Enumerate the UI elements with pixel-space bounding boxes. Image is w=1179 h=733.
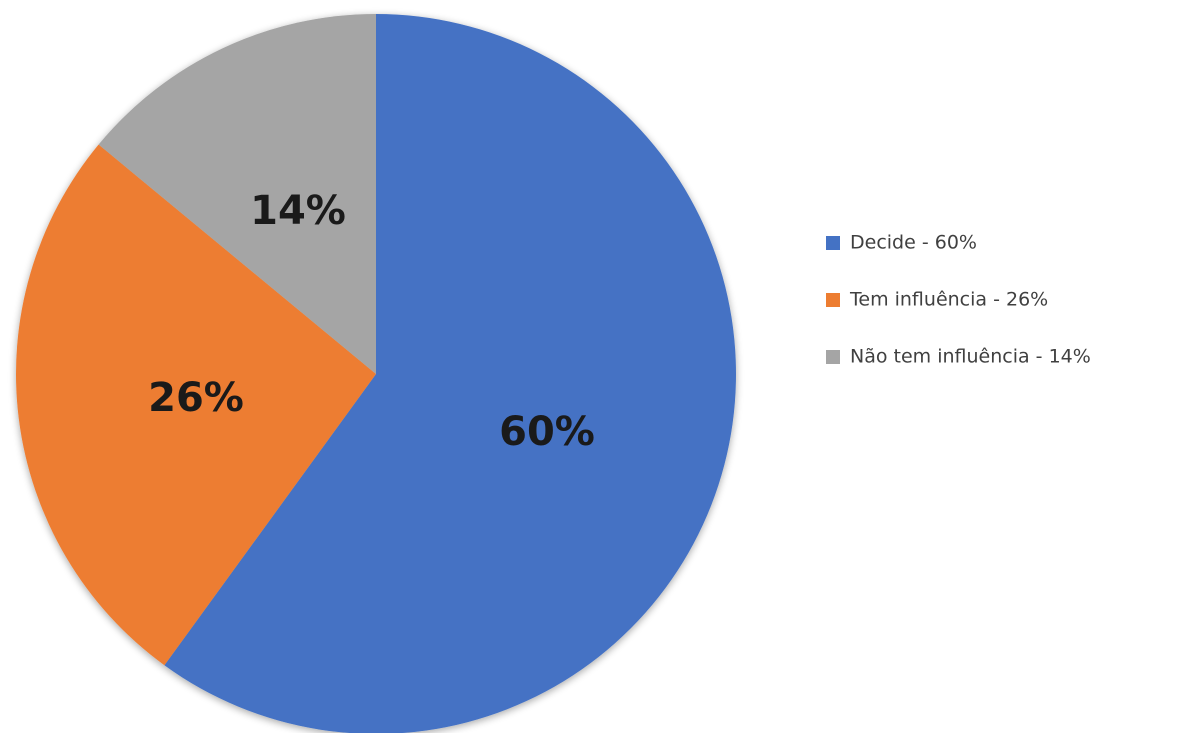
legend-item-decide: Decide - 60%	[826, 232, 977, 254]
legend-label: Não tem influência - 14%	[850, 346, 1091, 368]
legend-label: Decide - 60%	[850, 232, 977, 254]
pie-slice-nao-tem-influencia	[98, 14, 377, 374]
pie-slice-decide	[164, 14, 736, 733]
legend-swatch	[826, 236, 840, 250]
data-label-nao-tem-influencia: 14%	[250, 188, 346, 234]
pie-slices	[16, 14, 736, 733]
data-label-tem-influencia: 26%	[148, 375, 244, 421]
legend: Decide - 60% Tem influência - 26% Não tem …	[826, 232, 1091, 368]
legend-item-tem-influencia: Tem influência - 26%	[826, 289, 1048, 311]
legend-item-nao-tem-influencia: Não tem influência - 14%	[826, 346, 1091, 368]
data-label-decide: 60%	[499, 409, 595, 455]
pie-data-labels: 60% 26% 14%	[148, 188, 595, 455]
legend-swatch	[826, 293, 840, 307]
pie-slice-tem-influencia	[16, 144, 376, 666]
legend-label: Tem influência - 26%	[849, 289, 1048, 311]
legend-swatch	[826, 350, 840, 364]
